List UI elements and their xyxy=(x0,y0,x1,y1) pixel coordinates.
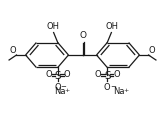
Text: O: O xyxy=(64,70,70,80)
Text: O: O xyxy=(95,70,101,80)
Text: Na: Na xyxy=(113,87,125,96)
Text: OH: OH xyxy=(46,22,59,31)
Text: Na: Na xyxy=(54,87,65,96)
Text: O: O xyxy=(104,83,111,92)
Text: S: S xyxy=(54,71,61,81)
Text: −: − xyxy=(61,84,67,90)
Text: O: O xyxy=(10,46,16,55)
Text: OH: OH xyxy=(106,22,119,31)
Text: O: O xyxy=(54,83,61,92)
Text: S: S xyxy=(104,71,111,81)
Text: O: O xyxy=(148,46,155,55)
Text: −: − xyxy=(110,84,116,90)
Text: +: + xyxy=(64,88,69,93)
Text: O: O xyxy=(79,31,86,40)
Text: O: O xyxy=(45,70,52,80)
Text: +: + xyxy=(123,88,129,93)
Text: O: O xyxy=(113,70,120,80)
